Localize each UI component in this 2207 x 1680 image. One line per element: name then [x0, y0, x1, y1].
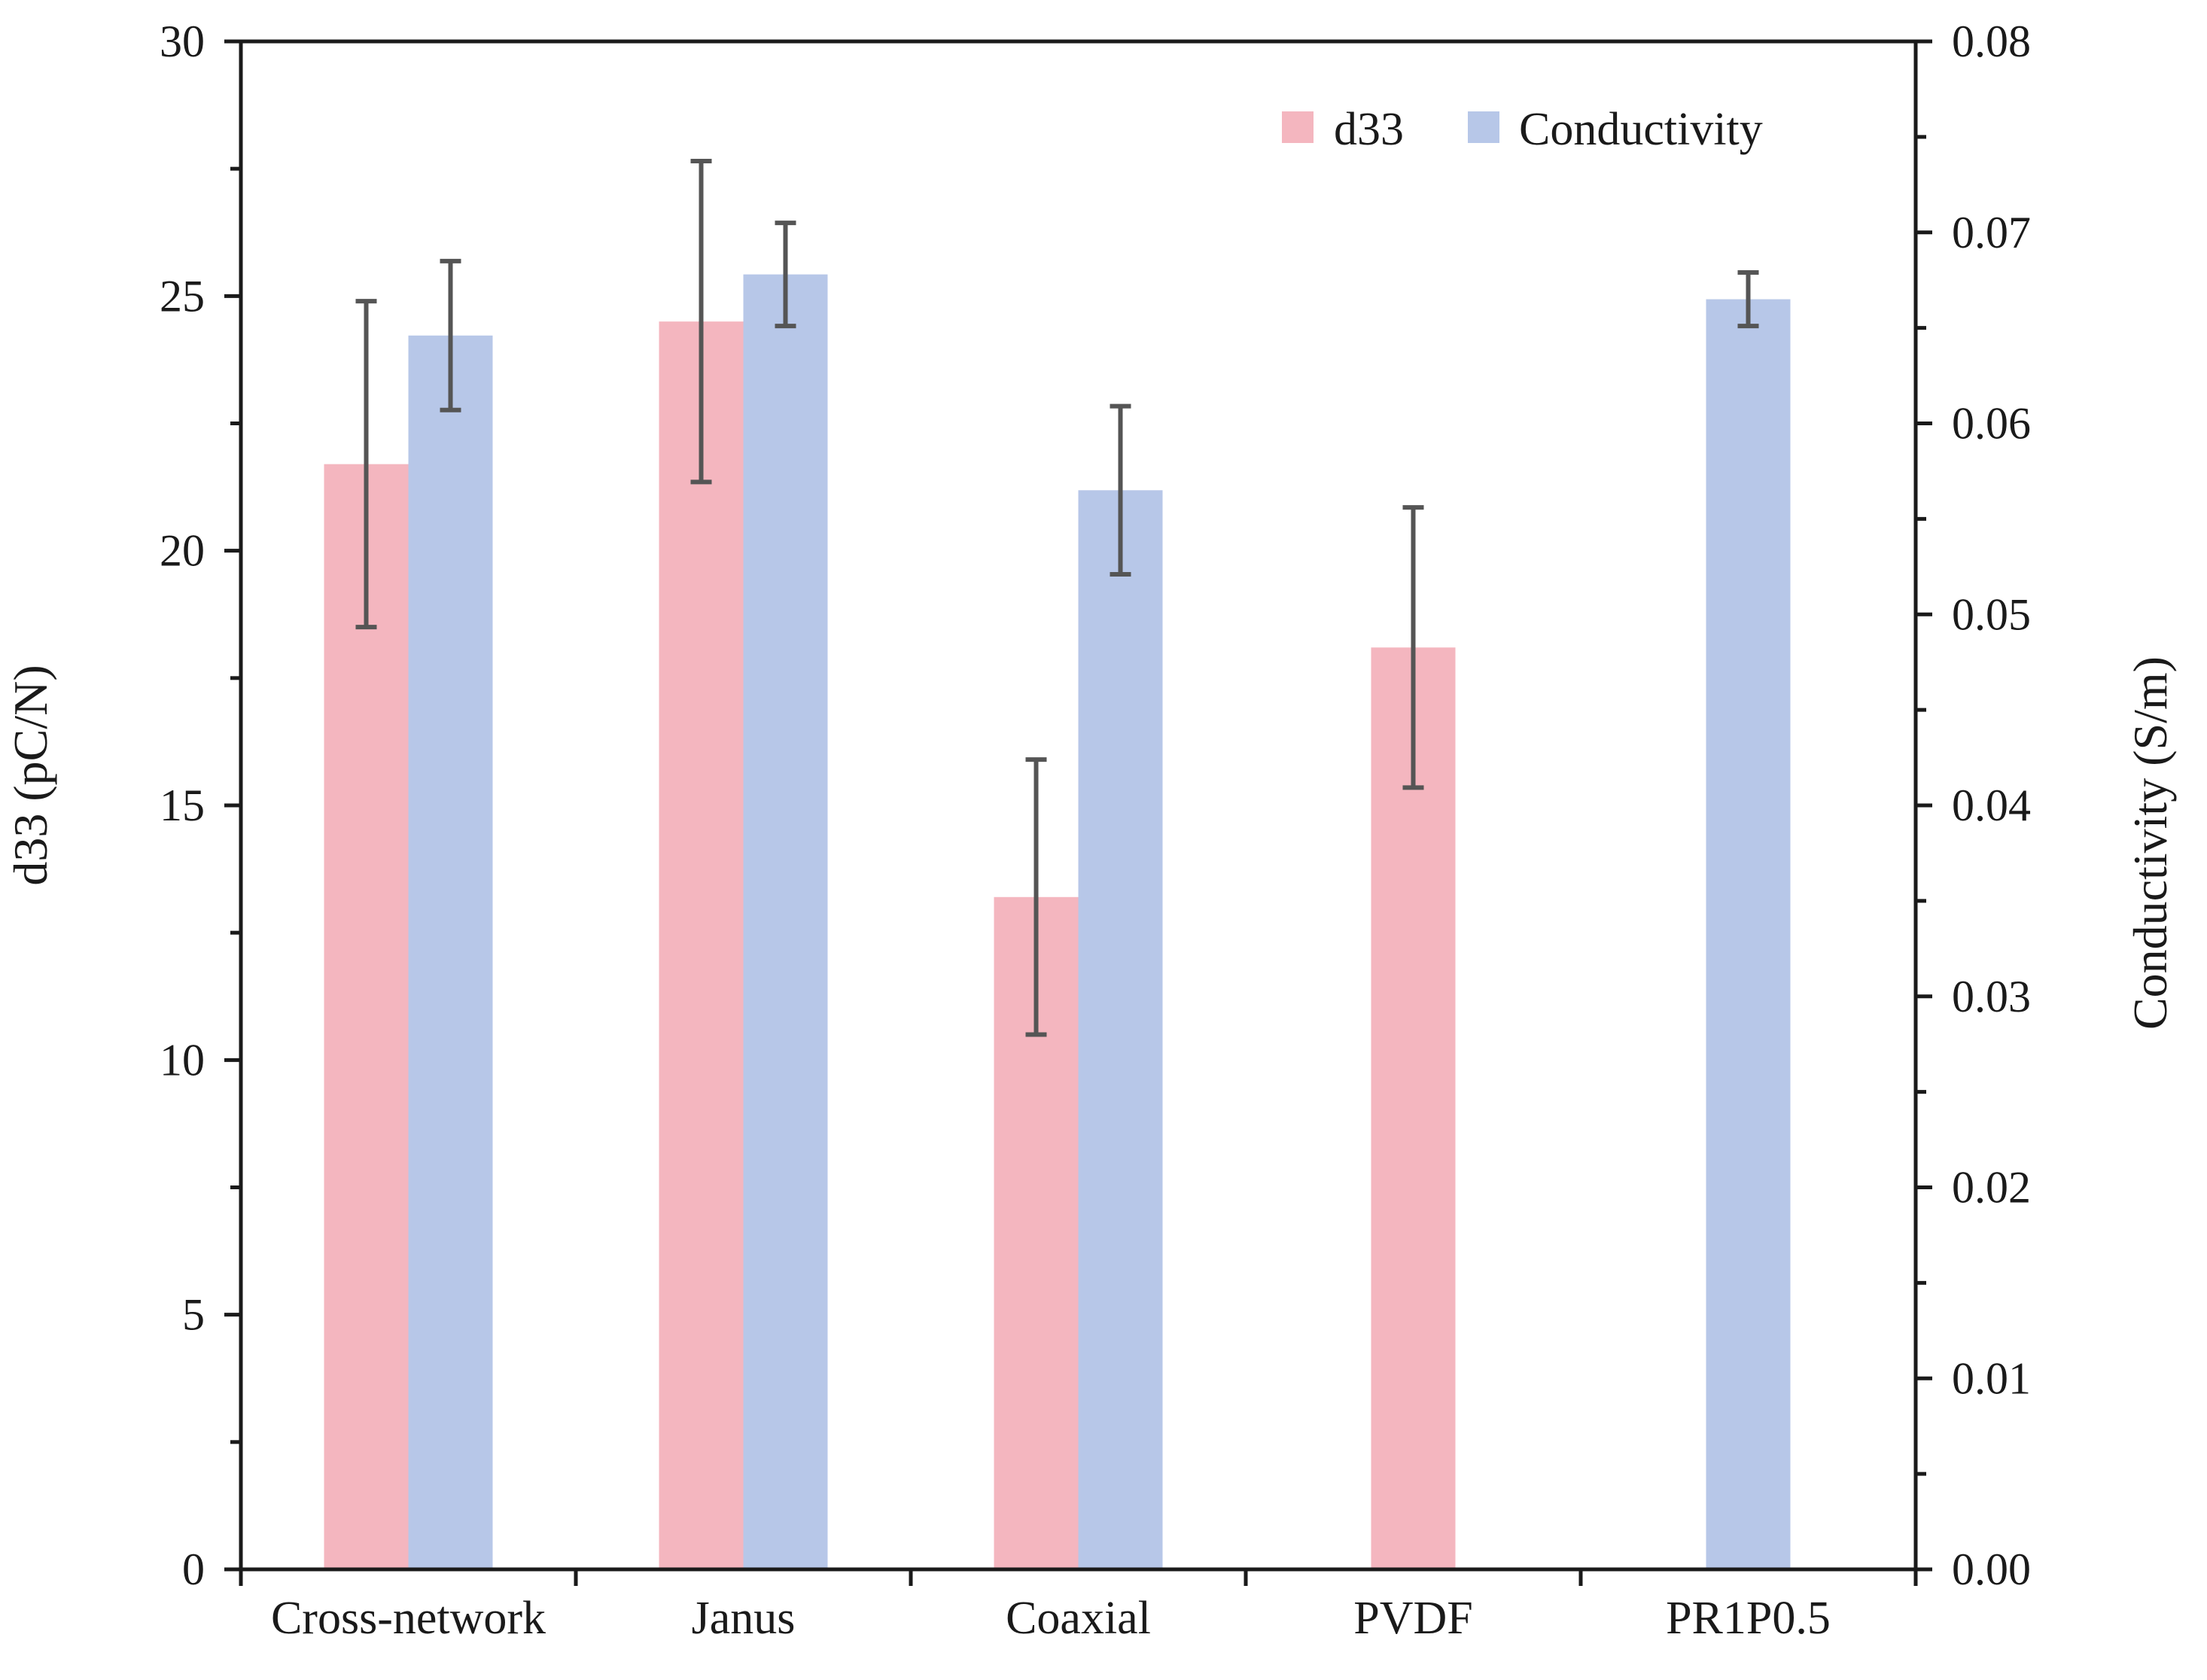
- left-tick-label: 30: [160, 17, 205, 66]
- right-tick-label: 0.03: [1952, 972, 2031, 1021]
- error-bar-conductivity-pr1p0.5: [1737, 270, 1759, 329]
- axes-layer: [224, 39, 1932, 1586]
- legend-swatch-d33: [1282, 111, 1314, 143]
- error-bar-d33-janus: [690, 159, 712, 485]
- bar-d33-pvdf: [1371, 647, 1456, 1569]
- bar-conductivity-pr1p0.5: [1706, 299, 1791, 1569]
- error-bar-conductivity-coaxial: [1110, 403, 1131, 577]
- left-tick-label: 15: [160, 781, 205, 830]
- x-category-label: Cross-network: [271, 1593, 546, 1644]
- x-category-label: Janus: [692, 1593, 796, 1644]
- right-tick-label: 0.01: [1952, 1353, 2031, 1403]
- right-tick-label: 0.00: [1952, 1545, 2031, 1594]
- legend-label-d33: d33: [1334, 104, 1404, 155]
- x-category-label: PVDF: [1353, 1593, 1473, 1644]
- bars-layer: [324, 274, 1791, 1570]
- bar-conductivity-coaxial: [1078, 490, 1163, 1569]
- x-category-label: Coaxial: [1006, 1593, 1151, 1644]
- error-bars-layer: [355, 159, 1759, 1037]
- right-axis-title: Conductivity (S/m): [2123, 656, 2177, 1030]
- left-tick-label: 20: [160, 526, 205, 576]
- bar-conductivity-janus: [743, 274, 828, 1570]
- legend: d33 Conductivity: [1282, 104, 1763, 155]
- right-tick-label: 0.06: [1952, 399, 2031, 449]
- bar-conductivity-cross-network: [408, 335, 493, 1569]
- legend-swatch-conductivity: [1468, 111, 1499, 143]
- left-tick-label: 0: [182, 1545, 205, 1594]
- left-tick-label: 10: [160, 1035, 205, 1085]
- error-bar-d33-coaxial: [1025, 757, 1047, 1037]
- error-bar-conductivity-cross-network: [440, 258, 461, 412]
- right-tick-label: 0.07: [1952, 208, 2031, 257]
- right-tick-label: 0.02: [1952, 1163, 2031, 1213]
- left-axis-title: d33 (pC/N): [4, 665, 57, 885]
- bar-d33-cross-network: [324, 464, 409, 1570]
- error-bar-conductivity-janus: [775, 221, 796, 329]
- right-tick-label: 0.04: [1952, 781, 2031, 830]
- x-category-label: PR1P0.5: [1666, 1593, 1831, 1644]
- labels-layer: 0 5 10 15 20 25 30 0.00 0.01 0.02 0.03 0.04 0.05 0.06…: [160, 17, 2031, 1644]
- bar-d33-janus: [659, 321, 744, 1570]
- left-tick-label: 25: [160, 271, 205, 321]
- right-tick-label: 0.05: [1952, 589, 2031, 639]
- error-bar-d33-pvdf: [1402, 505, 1424, 790]
- left-tick-label: 5: [182, 1290, 205, 1340]
- error-bar-d33-cross-network: [355, 299, 377, 630]
- legend-label-conductivity: Conductivity: [1519, 104, 1763, 155]
- right-tick-label: 0.08: [1952, 17, 2031, 66]
